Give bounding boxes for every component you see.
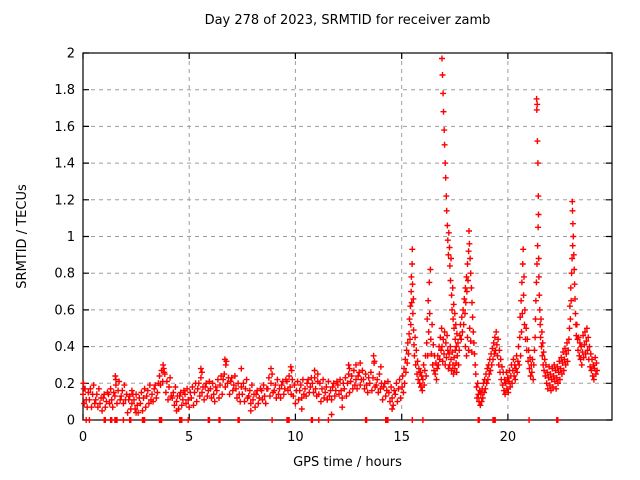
x-tick-label: 5 [185,430,193,445]
y-tick-label: 0.2 [54,377,75,392]
chart-title: Day 278 of 2023, SRMTID for receiver zam… [204,13,491,28]
y-tick-label: 1 [67,230,75,245]
scatter-markers [80,55,601,423]
y-tick-label: 1.8 [54,83,75,98]
y-tick-label: 1.4 [54,157,75,172]
y-tick-label: 1.2 [54,193,75,208]
x-tick-label: 10 [287,430,304,445]
y-tick-label: 0 [67,414,75,429]
y-tick-label: 1.6 [54,120,75,135]
y-tick-labels: 0 0.2 0.4 0.6 0.8 1 1.2 1.4 1.6 1.8 2 [54,47,75,429]
y-tick-label: 2 [67,47,75,62]
x-tick-labels: 0 5 10 15 20 [79,430,516,445]
y-tick-label: 0.8 [54,267,75,282]
y-axis-label: SRMTID / TECUs [15,184,30,289]
y-tick-label: 0.6 [54,303,75,318]
x-tick-label: 0 [79,430,87,445]
x-tick-label: 15 [393,430,410,445]
x-tick-label: 20 [500,430,517,445]
data-points [80,55,601,423]
plot-border [82,52,613,421]
x-axis-label: GPS time / hours [293,455,402,470]
y-tick-label: 0.4 [54,340,75,355]
